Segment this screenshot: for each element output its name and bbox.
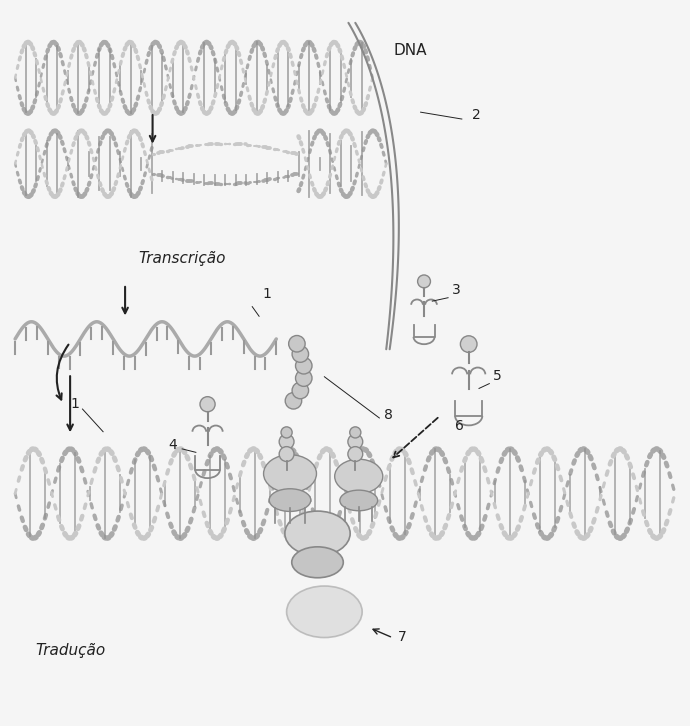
Circle shape bbox=[348, 446, 363, 462]
Circle shape bbox=[285, 393, 302, 409]
Text: Tradução: Tradução bbox=[36, 643, 106, 658]
Circle shape bbox=[295, 357, 312, 374]
Circle shape bbox=[279, 434, 294, 449]
Ellipse shape bbox=[269, 489, 310, 511]
Text: 6: 6 bbox=[455, 420, 464, 433]
Text: DNA: DNA bbox=[393, 43, 426, 58]
Circle shape bbox=[292, 346, 308, 362]
Circle shape bbox=[281, 427, 292, 438]
Text: 1: 1 bbox=[70, 396, 79, 411]
Ellipse shape bbox=[286, 586, 362, 637]
Text: 1: 1 bbox=[262, 287, 271, 301]
Circle shape bbox=[279, 446, 294, 462]
Text: Transcrição: Transcrição bbox=[139, 251, 226, 266]
Text: 8: 8 bbox=[384, 408, 393, 423]
Circle shape bbox=[350, 427, 361, 438]
Ellipse shape bbox=[292, 547, 344, 578]
Text: 2: 2 bbox=[472, 108, 481, 122]
Circle shape bbox=[460, 336, 477, 352]
Circle shape bbox=[292, 383, 308, 399]
Text: 5: 5 bbox=[493, 370, 502, 383]
Text: 7: 7 bbox=[398, 630, 406, 645]
Ellipse shape bbox=[285, 511, 350, 556]
Text: 4: 4 bbox=[168, 438, 177, 452]
Circle shape bbox=[417, 275, 431, 287]
Circle shape bbox=[200, 396, 215, 412]
Ellipse shape bbox=[264, 454, 317, 492]
Ellipse shape bbox=[335, 460, 383, 494]
Circle shape bbox=[288, 335, 305, 352]
Text: 3: 3 bbox=[451, 283, 460, 297]
Ellipse shape bbox=[340, 490, 377, 511]
Circle shape bbox=[348, 434, 363, 449]
Circle shape bbox=[295, 370, 312, 386]
